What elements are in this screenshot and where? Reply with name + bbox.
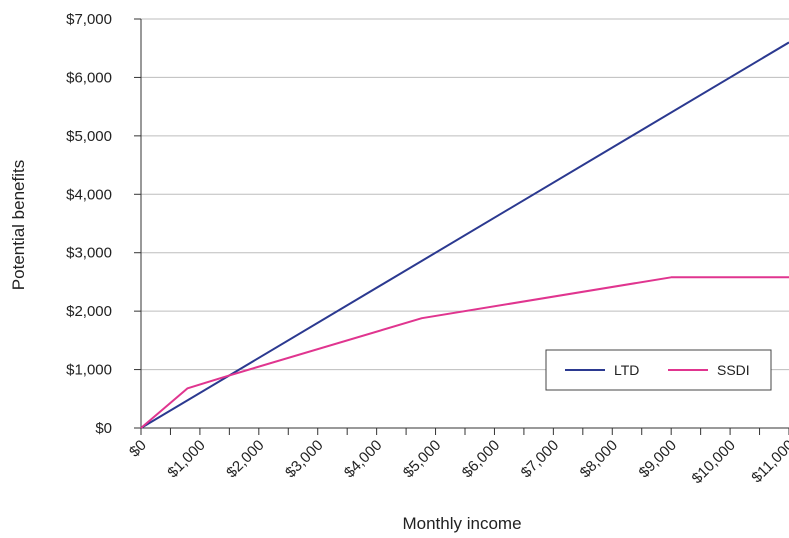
x-tick-label: $11,000 xyxy=(748,437,789,487)
legend: LTD SSDI xyxy=(545,349,772,391)
x-tick-label: $5,000 xyxy=(400,437,444,481)
gridlines xyxy=(141,18,789,371)
y-axis-title: Potential benefits xyxy=(9,160,28,290)
y-tick-label: $0 xyxy=(95,420,112,437)
legend-label-ssdi: SSDI xyxy=(717,362,750,378)
x-tick-label: $10,000 xyxy=(689,437,739,487)
x-tick-label: $4,000 xyxy=(341,437,385,481)
axes xyxy=(134,18,789,435)
x-tick-label: $9,000 xyxy=(636,437,680,481)
x-tick-label: $7,000 xyxy=(518,437,562,481)
y-tick-label: $3,000 xyxy=(66,245,112,262)
y-tick-label: $4,000 xyxy=(66,186,112,203)
y-tick-label: $1,000 xyxy=(66,362,112,379)
legend-box xyxy=(545,349,772,391)
y-tick-label: $6,000 xyxy=(66,69,112,86)
x-tick-label: $2,000 xyxy=(223,437,267,481)
x-tick-label: $1,000 xyxy=(164,437,208,481)
x-tick-label: $6,000 xyxy=(459,437,503,481)
x-tick-label: $8,000 xyxy=(577,437,621,481)
x-tick-label: $3,000 xyxy=(282,437,326,481)
series-lines xyxy=(140,41,789,429)
y-tick-label: $2,000 xyxy=(66,303,112,320)
y-tick-label: $7,000 xyxy=(66,11,112,28)
series-line-ssdi xyxy=(140,276,789,429)
series-line-ltd xyxy=(140,41,789,429)
y-tick-labels: $0 $1,000 $2,000 $3,000 $4,000 $5,000 $6,000 $7… xyxy=(66,11,112,437)
legend-label-ltd: LTD xyxy=(614,362,639,378)
x-tick-labels: $0 $1,000 $2,000 $3,000 $4,000 $5,000 $6,000 $7… xyxy=(126,437,789,487)
y-tick-label: $5,000 xyxy=(66,128,112,145)
x-tick-label: $0 xyxy=(126,437,150,461)
x-axis-title: Monthly income xyxy=(402,514,521,533)
